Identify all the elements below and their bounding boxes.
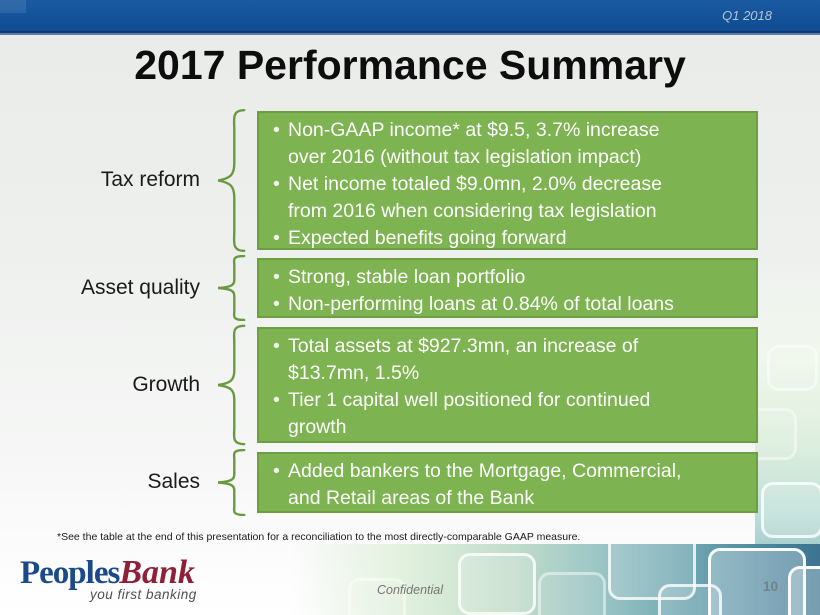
row-label-asset-quality: Asset quality <box>80 276 200 299</box>
decor-square <box>538 572 606 615</box>
bullet-item: Strong, stable loan portfolio <box>271 264 732 291</box>
period-label: Q1 2018 <box>722 8 772 23</box>
peoples-bank-logo: PeoplesBank you first banking <box>20 556 197 602</box>
content-box-growth: Total assets at $927.3mn, an increase of… <box>257 327 758 443</box>
decor-square <box>658 584 722 615</box>
content-box-asset-quality: Strong, stable loan portfolio Non-perfor… <box>257 258 758 318</box>
row-label-growth: Growth <box>132 373 200 396</box>
header-divider-dark <box>0 31 820 33</box>
bullet-list: Non-GAAP income* at $9.5, 3.7% increase … <box>259 113 756 256</box>
content-box-tax-reform: Non-GAAP income* at $9.5, 3.7% increase … <box>257 111 758 252</box>
bullet-list: Strong, stable loan portfolio Non-perfor… <box>259 260 756 322</box>
header-corner-accent <box>0 0 26 13</box>
curly-brace-icon <box>210 324 246 446</box>
decor-square <box>788 566 820 615</box>
decor-bottom-band <box>290 544 820 615</box>
bullet-list: Added bankers to the Mortgage, Commercia… <box>259 454 756 516</box>
bullet-item: Added bankers to the Mortgage, Commercia… <box>271 458 732 512</box>
row-label-tax-reform: Tax reform <box>100 168 200 191</box>
decor-square <box>348 578 406 615</box>
bullet-item: Net income totaled $9.0mn, 2.0% decrease… <box>271 171 732 225</box>
decor-square <box>755 408 797 460</box>
curly-brace-icon <box>210 449 246 516</box>
page-title: 2017 Performance Summary <box>134 42 686 88</box>
header-bar <box>0 0 820 31</box>
bullet-list: Total assets at $927.3mn, an increase of… <box>259 329 756 445</box>
decor-square <box>458 553 536 615</box>
footnote: *See the table at the end of this presen… <box>57 531 581 543</box>
logo-wordmark-peoples: Peoples <box>20 555 120 591</box>
confidential-label: Confidential <box>376 583 443 597</box>
header-divider-light <box>0 33 820 35</box>
decor-square <box>608 544 696 600</box>
curly-brace-icon <box>210 255 246 321</box>
logo-wordmark-bank: Bank <box>119 554 195 591</box>
row-label-sales: Sales <box>147 470 200 493</box>
decor-square <box>761 482 820 538</box>
content-box-sales: Added bankers to the Mortgage, Commercia… <box>257 452 758 513</box>
bullet-item: Total assets at $927.3mn, an increase of… <box>271 333 732 387</box>
page-number: 10 <box>762 579 778 594</box>
bullet-item: Non-GAAP income* at $9.5, 3.7% increase … <box>271 117 732 171</box>
decor-square <box>767 345 818 391</box>
logo-tagline: you first banking <box>90 587 197 602</box>
bullet-item: Non-performing loans at 0.84% of total l… <box>271 291 732 318</box>
bullet-item: Expected benefits going forward <box>271 225 732 252</box>
bullet-item: Tier 1 capital well positioned for conti… <box>271 387 732 441</box>
curly-brace-icon <box>210 108 246 253</box>
